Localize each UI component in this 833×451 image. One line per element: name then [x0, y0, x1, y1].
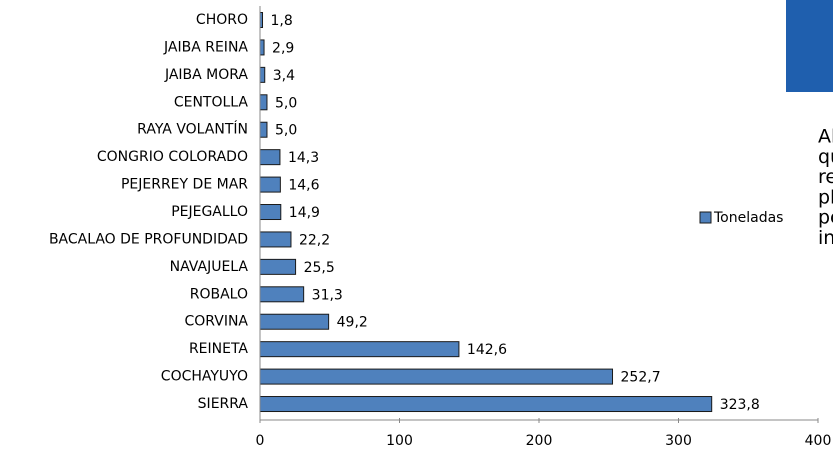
- value-label: 5,0: [275, 123, 297, 139]
- y-tick-label: ROBALO: [190, 286, 248, 302]
- y-tick-label: CONGRIO COLORADO: [97, 149, 248, 165]
- bar: [259, 286, 305, 303]
- bar: [259, 204, 282, 221]
- bar: [259, 313, 330, 330]
- value-label: 25,5: [304, 260, 335, 276]
- value-label: 31,3: [312, 287, 343, 303]
- value-label: 3,4: [273, 68, 295, 84]
- y-tick-label: NAVAJUELA: [170, 259, 249, 275]
- y-tick-label: PEJEGALLO: [171, 204, 248, 220]
- y-tick-label: JAIBA REINA: [163, 39, 248, 55]
- y-tick-label: PEJERREY DE MAR: [121, 177, 248, 193]
- x-tick-label: 400: [805, 433, 832, 449]
- bar: [259, 368, 614, 385]
- accent-box: [786, 0, 833, 92]
- x-tick-label: 300: [665, 433, 692, 449]
- bar: [259, 258, 297, 275]
- side-text: re: [818, 166, 833, 188]
- side-text: pe: [818, 207, 833, 229]
- x-tick-label: 200: [526, 433, 553, 449]
- value-label: 142,6: [467, 342, 507, 358]
- value-label: 1,8: [271, 13, 293, 29]
- value-label: 49,2: [337, 315, 368, 331]
- bar: [259, 231, 292, 248]
- y-tick-label: CENTOLLA: [174, 94, 249, 110]
- bar: [259, 66, 266, 83]
- bar: [259, 176, 281, 193]
- value-label: 252,7: [621, 370, 661, 386]
- bar: [259, 39, 265, 56]
- y-tick-label: JAIBA MORA: [164, 67, 248, 83]
- bar: [259, 341, 460, 358]
- y-tick-label: CHORO: [196, 12, 248, 28]
- side-text: qu: [818, 146, 833, 168]
- value-label: 323,8: [720, 397, 760, 413]
- side-text: Al: [818, 126, 833, 148]
- bar: [259, 396, 713, 413]
- y-tick-label: COCHAYUYO: [161, 369, 248, 385]
- y-tick-label: BACALAO DE PROFUNDIDAD: [49, 231, 248, 247]
- bar: [259, 149, 281, 166]
- y-tick-label: SIERRA: [198, 396, 249, 412]
- bar: [259, 94, 268, 111]
- value-label: 22,2: [299, 232, 330, 248]
- y-tick-label: RAYA VOLANTÍN: [137, 121, 248, 138]
- x-tick-label: 0: [256, 433, 265, 449]
- legend-label: Toneladas: [713, 210, 783, 226]
- y-tick-label: REINETA: [189, 341, 248, 357]
- legend-swatch: [699, 211, 712, 224]
- side-text: in: [818, 227, 833, 249]
- value-label: 14,6: [288, 178, 319, 194]
- bar: [259, 121, 268, 138]
- value-label: 14,3: [288, 150, 319, 166]
- value-label: 14,9: [289, 205, 320, 221]
- side-text: pl: [818, 186, 833, 208]
- value-label: 5,0: [275, 95, 297, 111]
- value-label: 2,9: [272, 40, 294, 56]
- y-tick-label: CORVINA: [184, 314, 248, 330]
- x-tick-label: 100: [386, 433, 413, 449]
